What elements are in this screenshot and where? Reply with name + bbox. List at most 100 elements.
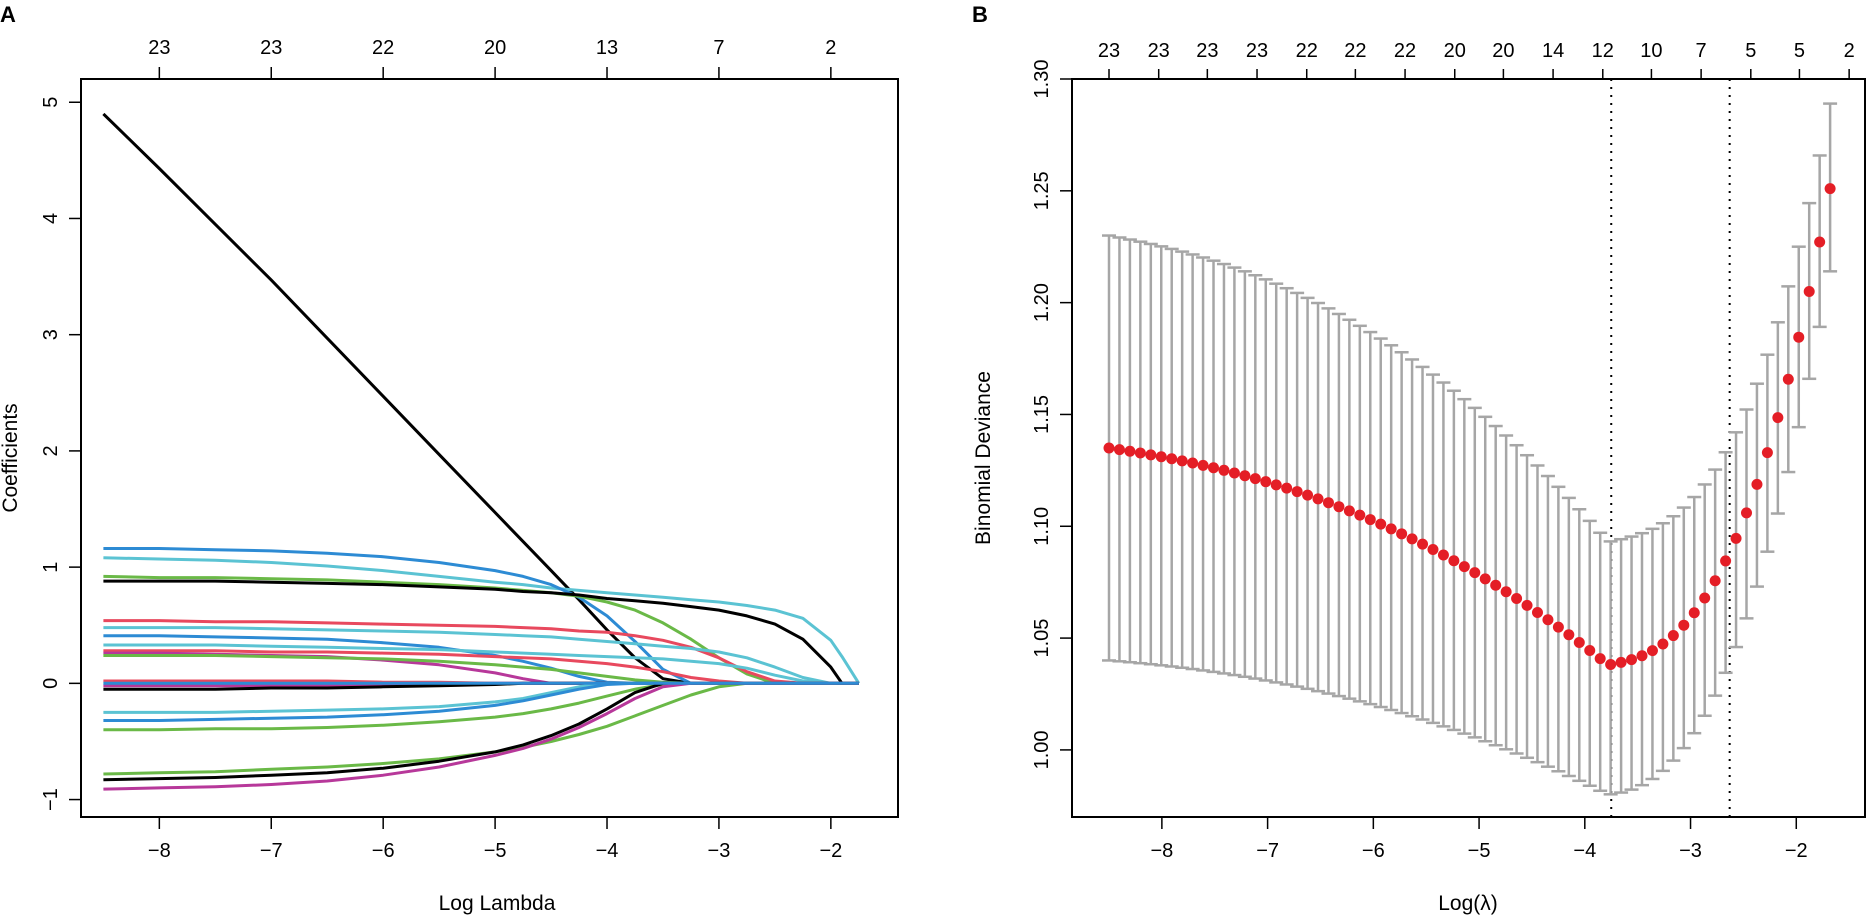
x-tick-label: −8 bbox=[1150, 840, 1173, 862]
deviance-point bbox=[1302, 489, 1314, 501]
deviance-point bbox=[1218, 464, 1230, 476]
top-tick-label: 23 bbox=[1196, 40, 1218, 62]
y-tick-label: −1 bbox=[40, 788, 62, 811]
y-tick-label: 1.20 bbox=[1031, 283, 1053, 322]
y-tick-label: 5 bbox=[40, 97, 62, 108]
deviance-point bbox=[1490, 579, 1502, 591]
coef-line-s9 bbox=[103, 643, 859, 685]
y-tick-label: 3 bbox=[40, 329, 62, 340]
x-tick-label: −8 bbox=[148, 840, 171, 862]
x-tick-label: −3 bbox=[708, 840, 731, 862]
y-tick-label: 1.15 bbox=[1031, 395, 1053, 434]
deviance-point bbox=[1584, 645, 1596, 657]
deviance-point bbox=[1803, 286, 1815, 298]
deviance-point bbox=[1667, 630, 1679, 642]
deviance-point bbox=[1333, 501, 1345, 513]
deviance-point bbox=[1699, 592, 1711, 604]
deviance-point bbox=[1124, 445, 1136, 457]
y-tick-label: 1.00 bbox=[1031, 730, 1053, 769]
y-tick-label: 1 bbox=[40, 562, 62, 573]
deviance-point bbox=[1322, 497, 1334, 509]
deviance-point bbox=[1479, 573, 1491, 585]
deviance-point bbox=[1573, 637, 1585, 649]
x-tick-label: −7 bbox=[260, 840, 283, 862]
deviance-point bbox=[1552, 621, 1564, 633]
x-tick-label: −6 bbox=[372, 840, 395, 862]
deviance-point bbox=[1239, 470, 1251, 482]
deviance-point bbox=[1385, 523, 1397, 535]
deviance-point bbox=[1824, 183, 1836, 195]
deviance-point bbox=[1176, 455, 1188, 467]
deviance-point bbox=[1343, 505, 1355, 517]
x-tick-label: −2 bbox=[1785, 840, 1808, 862]
top-tick-label: 23 bbox=[1246, 40, 1268, 62]
deviance-point bbox=[1145, 449, 1157, 461]
deviance-point bbox=[1594, 653, 1606, 665]
panel-a-y-axis: −1 0 1 2 3 4 5 bbox=[40, 97, 81, 811]
deviance-point bbox=[1364, 514, 1376, 526]
deviance-point bbox=[1709, 575, 1721, 587]
coef-line-s2 bbox=[103, 556, 861, 685]
deviance-point bbox=[1417, 538, 1429, 550]
panel-b: B −8 −7 −6 −5 −4 −3 −2 1.00 1.05 1.10 1.15 1.20 1.2… bbox=[972, 2, 1866, 915]
deviance-point bbox=[1646, 645, 1658, 657]
top-tick-label: 20 bbox=[1444, 40, 1466, 62]
y-tick-label: 0 bbox=[40, 678, 62, 689]
deviance-point bbox=[1103, 442, 1115, 454]
deviance-point bbox=[1406, 533, 1418, 545]
deviance-point bbox=[1249, 473, 1261, 485]
top-tick-label: 22 bbox=[1344, 40, 1366, 62]
x-tick-label: −6 bbox=[1362, 840, 1385, 862]
panel-a-x-axis: −8 −7 −6 −5 −4 −3 −2 bbox=[148, 817, 842, 862]
deviance-point bbox=[1260, 476, 1272, 488]
top-tick-label: 7 bbox=[713, 37, 724, 59]
coef-line-s7 bbox=[103, 626, 859, 685]
deviance-point bbox=[1113, 444, 1125, 456]
coefficient-paths bbox=[102, 112, 861, 791]
top-tick-label: 23 bbox=[148, 37, 170, 59]
deviance-point bbox=[1793, 331, 1805, 343]
deviance-point bbox=[1166, 453, 1178, 465]
deviance-point bbox=[1678, 619, 1690, 631]
top-tick-label: 13 bbox=[596, 37, 618, 59]
deviance-point bbox=[1312, 493, 1324, 505]
x-tick-label: −3 bbox=[1679, 840, 1702, 862]
error-bars bbox=[1102, 102, 1838, 796]
top-tick-label: 5 bbox=[1745, 40, 1756, 62]
deviance-point bbox=[1437, 549, 1449, 561]
y-tick-label: 1.10 bbox=[1031, 507, 1053, 546]
deviance-point bbox=[1208, 462, 1220, 474]
deviance-point bbox=[1469, 567, 1481, 579]
panel-b-label: B bbox=[972, 2, 988, 27]
deviance-point bbox=[1636, 650, 1648, 662]
panel-a-label: A bbox=[0, 2, 16, 27]
top-tick-label: 5 bbox=[1794, 40, 1805, 62]
deviance-point bbox=[1657, 638, 1669, 650]
deviance-point bbox=[1772, 412, 1784, 424]
deviance-point bbox=[1730, 532, 1742, 544]
deviance-point bbox=[1291, 486, 1303, 498]
top-tick-label: 23 bbox=[260, 37, 282, 59]
deviance-point bbox=[1427, 543, 1439, 555]
panel-a-x-axis-label: Log Lambda bbox=[439, 892, 556, 915]
deviance-point bbox=[1615, 656, 1627, 668]
panel-a-top-axis: 23 23 22 20 13 7 2 bbox=[148, 37, 836, 79]
coef-line-s8 bbox=[103, 634, 859, 685]
deviance-point bbox=[1605, 658, 1617, 670]
deviance-point bbox=[1542, 614, 1554, 626]
deviance-point bbox=[1187, 457, 1199, 469]
top-tick-label: 23 bbox=[1098, 40, 1120, 62]
x-tick-label: −4 bbox=[596, 840, 619, 862]
deviance-points bbox=[1103, 183, 1836, 670]
x-tick-label: −5 bbox=[484, 840, 507, 862]
x-tick-label: −2 bbox=[819, 840, 842, 862]
deviance-point bbox=[1228, 467, 1240, 479]
reference-lines bbox=[1610, 79, 1731, 817]
deviance-point bbox=[1500, 586, 1512, 598]
top-tick-label: 22 bbox=[372, 37, 394, 59]
coef-line-s5 bbox=[103, 579, 859, 685]
y-tick-label: 1.25 bbox=[1031, 171, 1053, 210]
deviance-point bbox=[1814, 236, 1826, 248]
y-tick-label: 4 bbox=[40, 213, 62, 224]
deviance-point bbox=[1782, 373, 1794, 385]
